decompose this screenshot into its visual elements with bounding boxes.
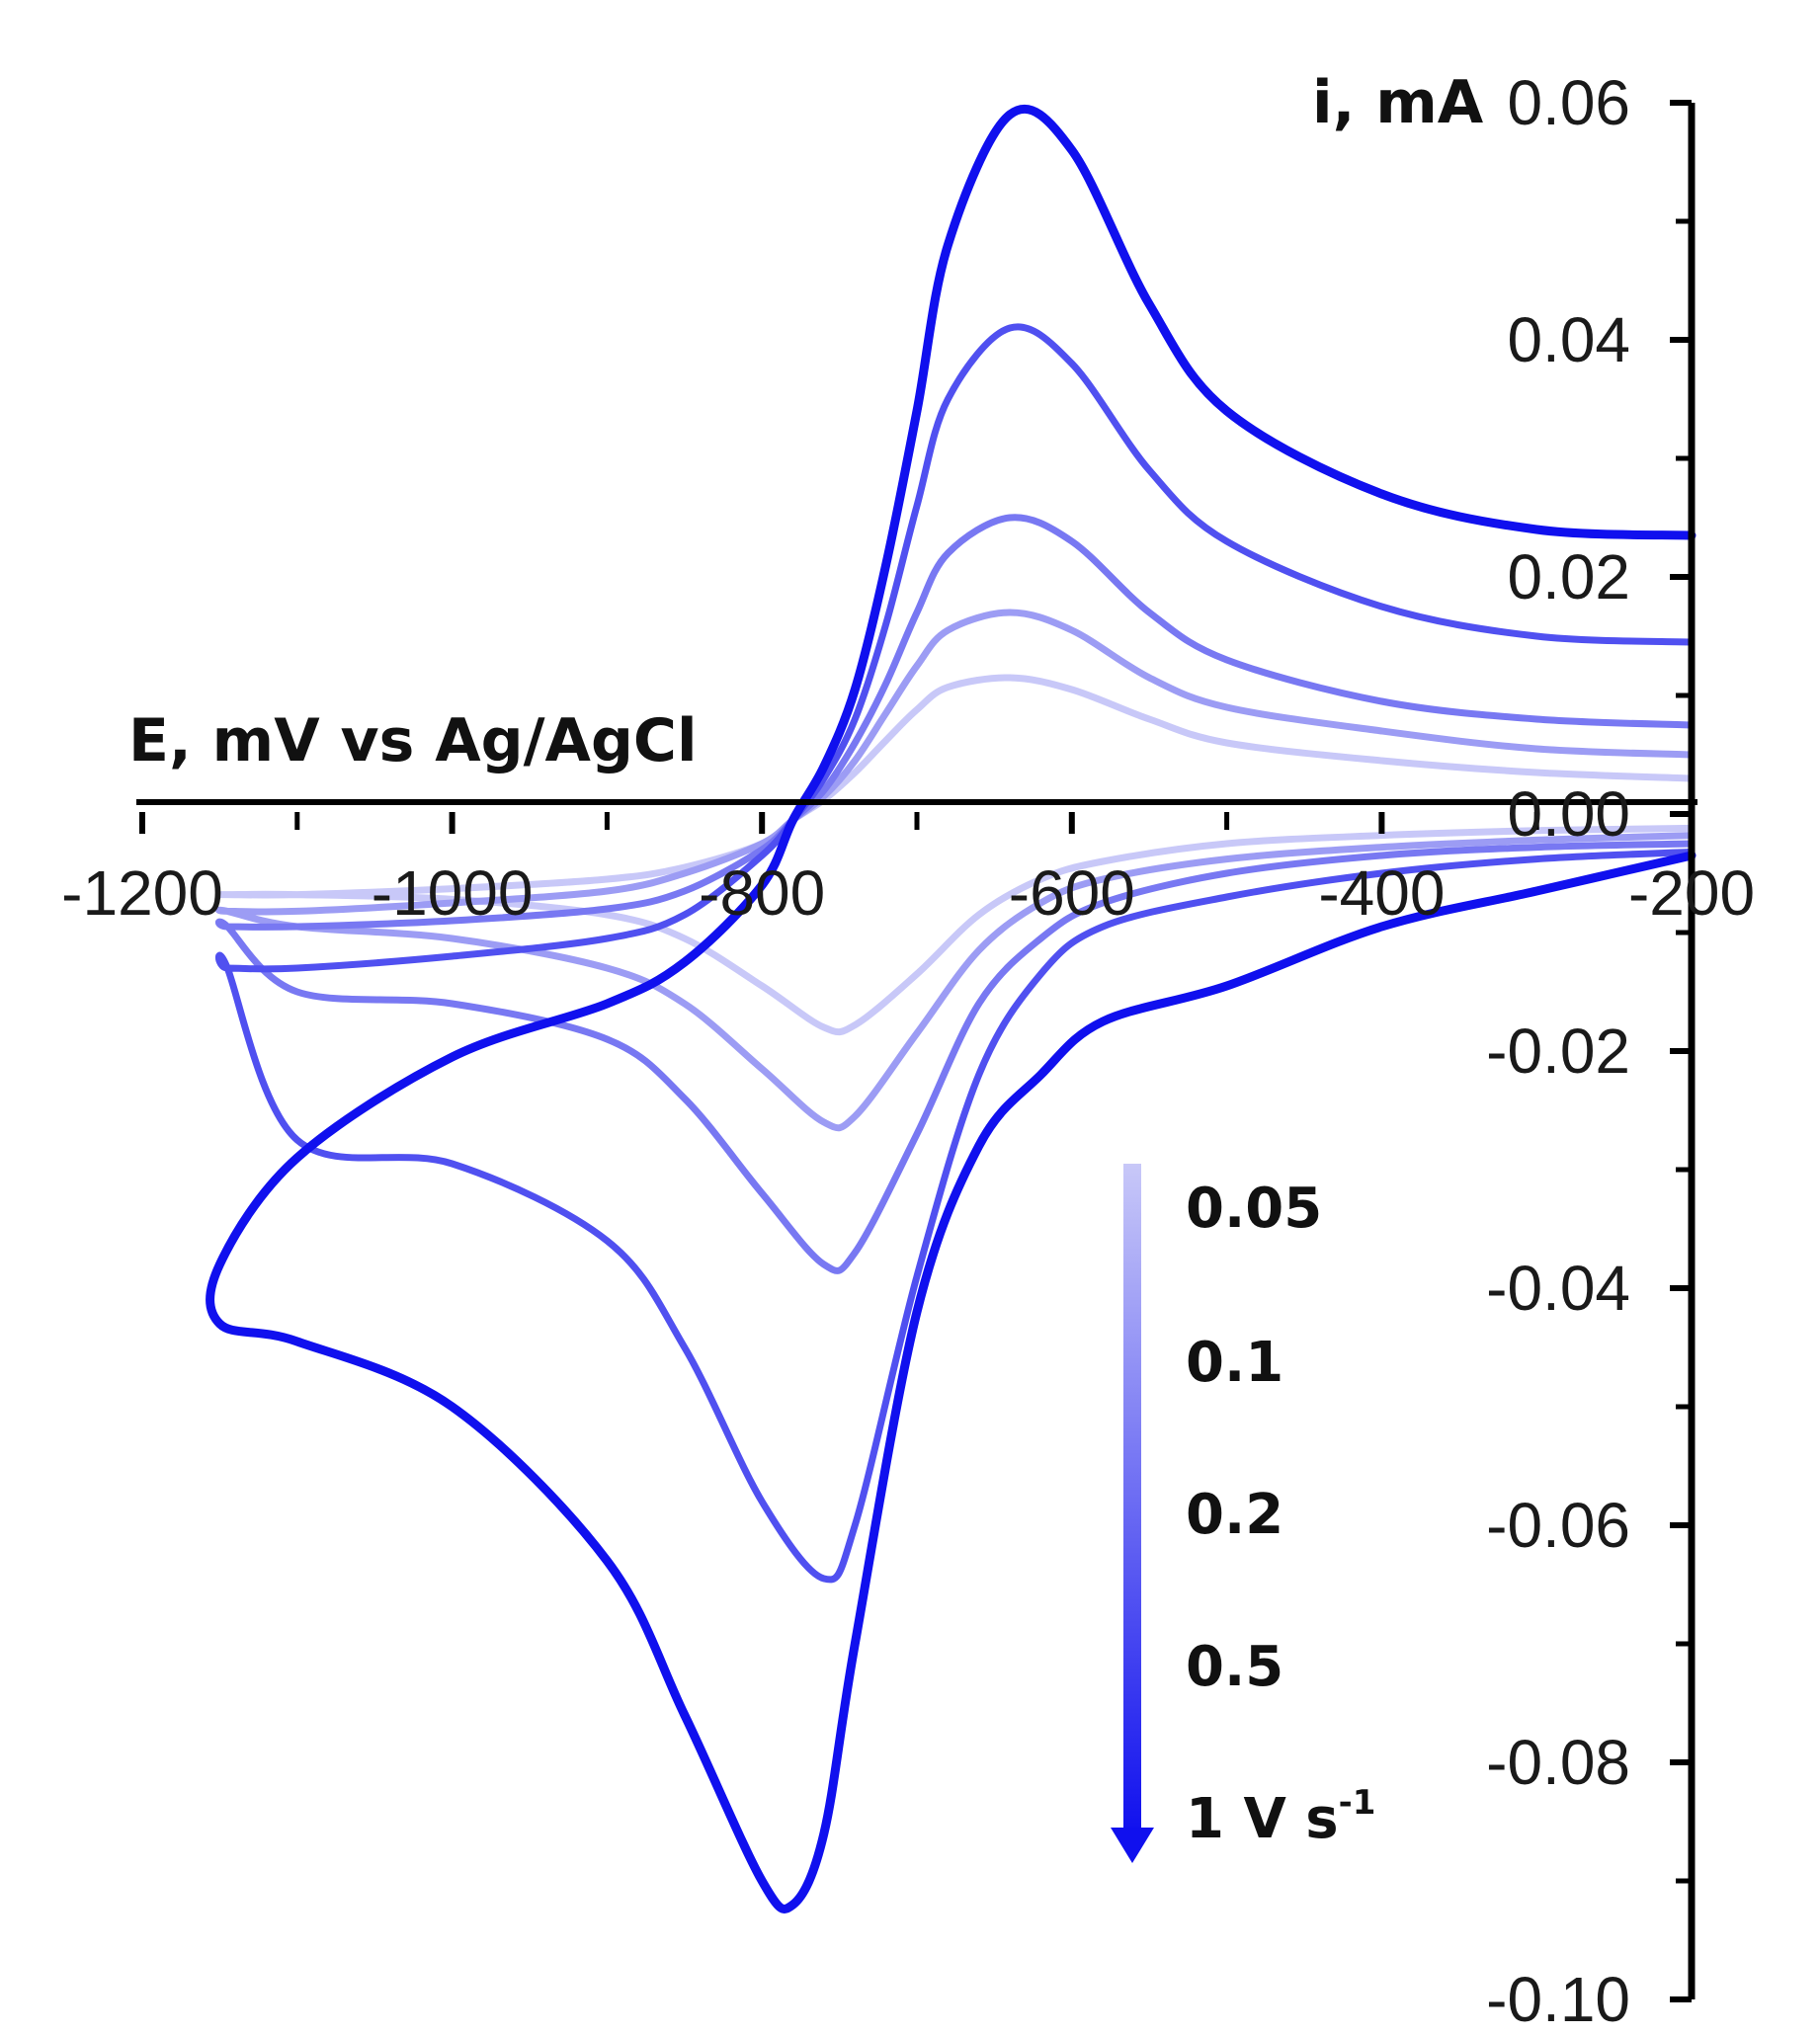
y-tick-label: -0.06 [1486, 1490, 1630, 1561]
scan-rate-legend: 0.05 0.1 0.2 0.5 1 V s-1 [1111, 1164, 1375, 1863]
y-tick-label: 0.02 [1507, 541, 1630, 612]
legend-unit-superscript: -1 [1339, 1783, 1376, 1823]
series-curves [206, 105, 1696, 1913]
y-tick-label: -0.10 [1486, 1964, 1630, 2035]
legend-entry: 0.2 [1186, 1483, 1283, 1547]
series-line-4 [215, 323, 1696, 1584]
y-axis-title: i, mA [1312, 68, 1484, 137]
x-tick-label: -200 [1628, 857, 1755, 929]
series-line-5 [206, 105, 1696, 1913]
y-tick-label: -0.08 [1486, 1727, 1630, 1798]
y-tick-label: -0.02 [1486, 1016, 1630, 1087]
legend-entry: 1 V s-1 [1186, 1783, 1375, 1851]
legend-entry: 0.05 [1186, 1177, 1322, 1241]
legend-gradient-bar [1123, 1164, 1141, 1835]
y-tick-label: -0.04 [1486, 1253, 1630, 1324]
legend-entry-unit: 1 V s [1186, 1787, 1339, 1851]
y-tick-label: 0.06 [1507, 67, 1630, 138]
x-tick-label: -400 [1318, 857, 1445, 929]
legend-entry: 0.1 [1186, 1331, 1283, 1395]
series-line-1 [214, 674, 1696, 1036]
x-tick-label: -800 [699, 857, 825, 929]
y-axis-ticks: 0.06 0.04 0.02 0.00 -0.02 -0.04 -0.06 -0.08 -0.1… [1486, 67, 1692, 2035]
series-line-2 [214, 609, 1696, 1132]
series-line-3 [214, 514, 1696, 1274]
legend-arrow-head [1111, 1828, 1154, 1863]
x-axis-ticks: -1200 -1000 -800 -600 -400 -200 [61, 812, 1755, 929]
x-axis-title: E, mV vs Ag/AgCl [128, 706, 698, 775]
legend-entry: 0.5 [1186, 1635, 1283, 1699]
y-tick-label: 0.04 [1507, 304, 1630, 375]
x-tick-label: -1000 [372, 857, 534, 929]
y-tick-label: 0.00 [1507, 778, 1630, 850]
x-tick-label: -600 [1009, 857, 1135, 929]
x-tick-label: -1200 [61, 857, 223, 929]
